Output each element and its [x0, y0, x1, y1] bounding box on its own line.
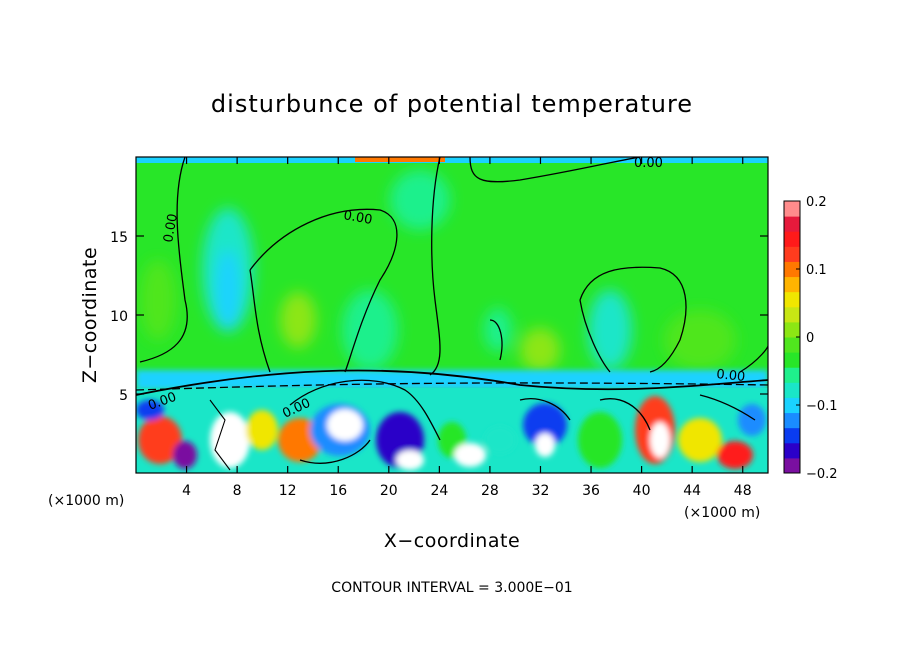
- colorbar-segment: [784, 457, 800, 474]
- colorbar-tick-label: −0.2: [806, 467, 838, 482]
- top-strip-warm: [355, 157, 445, 162]
- y-axis-label: Z−coordinate: [79, 247, 101, 383]
- colorbar-segment: [784, 352, 800, 368]
- y-axis: 5 10 15: [110, 230, 768, 404]
- colorbar-segment: [784, 382, 800, 398]
- colorbar-segment: [784, 321, 800, 338]
- x-tick-label: 44: [683, 483, 701, 499]
- x-tick-label: 28: [481, 483, 499, 499]
- contour-label: 0.00: [634, 156, 663, 171]
- x-tick-label: 40: [633, 483, 651, 499]
- y-tick-label: 10: [110, 309, 128, 325]
- contour-label: 0.00: [716, 367, 746, 385]
- boundary-layer-eddies: [136, 396, 766, 470]
- colorbar-segment: [784, 427, 800, 444]
- y-tick-label: 15: [110, 230, 128, 246]
- colorbar-segment: [784, 216, 800, 232]
- colorbar-segment: [784, 261, 800, 278]
- plot-area: [136, 157, 768, 473]
- contour-label: 0.00: [342, 208, 373, 228]
- colorbar: 0.2 0.1 0 −0.1 −0.2: [783, 195, 838, 482]
- colorbar-segment: [784, 291, 800, 308]
- x-tick-label: 24: [430, 483, 448, 499]
- colorbar-tick-label: 0.1: [806, 263, 827, 278]
- colorbar-tick-label: 0: [806, 331, 814, 346]
- x-tick-label: 32: [532, 483, 550, 499]
- x-tick-label: 36: [582, 483, 600, 499]
- upper-anomalies: [140, 170, 736, 372]
- colorbar-segment: [784, 367, 800, 383]
- colorbar-segment: [784, 231, 800, 247]
- y-tick-label: 5: [119, 388, 128, 404]
- contour-label: 0.00: [161, 213, 181, 244]
- colorbar-tick-label: 0.2: [806, 195, 827, 210]
- colorbar-segment: [784, 201, 800, 217]
- colorbar-tick-label: −0.1: [806, 399, 838, 414]
- colorbar-segment: [784, 306, 800, 323]
- colorbar-segment: [784, 276, 800, 293]
- colorbar-segment: [784, 442, 800, 459]
- x-axis-label: X−coordinate: [384, 530, 520, 552]
- colorbar-segment: [784, 246, 800, 262]
- contour-interval: CONTOUR INTERVAL = 3.000E−01: [331, 580, 572, 596]
- x-tick-label: 48: [734, 483, 752, 499]
- x-tick-label: 16: [329, 483, 347, 499]
- top-strip: [136, 157, 768, 163]
- colorbar-segment: [784, 337, 800, 353]
- x-unit-label-right: (×1000 m): [684, 505, 760, 521]
- x-axis: 4 8 12 16 20 24 28 32 36 40 44 48: [182, 157, 752, 499]
- x-tick-label: 20: [380, 483, 398, 499]
- x-tick-label: 8: [233, 483, 242, 499]
- contour-lines: [136, 157, 768, 471]
- chart-title: disturbunce of potential temperature: [211, 90, 693, 118]
- colorbar-segment: [784, 412, 800, 429]
- x-tick-label: 4: [182, 483, 191, 499]
- colorbar-segment: [784, 397, 800, 414]
- x-tick-label: 12: [279, 483, 297, 499]
- x-unit-label-left: (×1000 m): [48, 493, 124, 509]
